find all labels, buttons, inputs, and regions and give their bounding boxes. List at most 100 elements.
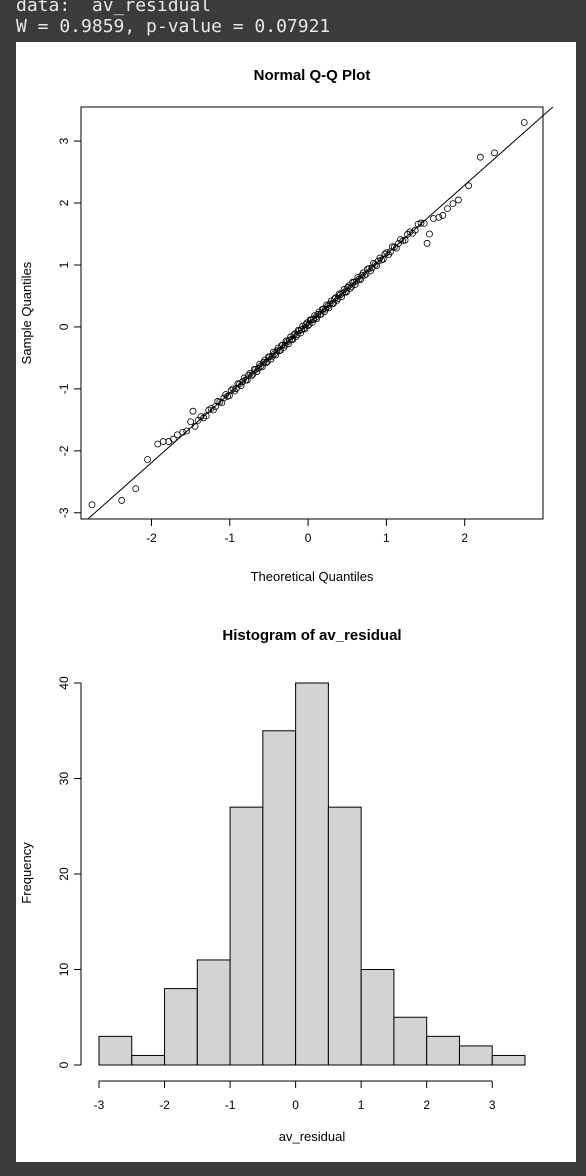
qq-point [343,288,350,296]
qq-point [245,371,253,379]
hist-y-tick-label: 30 [57,772,71,786]
hist-x-tick-label: -3 [94,1098,105,1112]
qq-point [491,149,498,157]
qq-point [362,270,370,278]
qq-point [392,244,400,252]
qq-point [183,427,191,435]
qq-point [331,295,339,303]
qq-y-tick-label: -3 [57,507,71,518]
qq-point [351,281,359,288]
qq-point [191,422,199,430]
qq-xlabel: Theoretical Quantiles [251,569,374,584]
hist-bar [458,1045,493,1066]
hist-x-tick-label: -2 [159,1098,170,1112]
qq-x-tick-label: 0 [305,531,312,545]
console-line-data: data: av_residual [16,0,212,16]
qq-y-tick-label: 2 [57,199,71,206]
qq-point [179,428,187,436]
qq-point [169,435,177,443]
hist-bar [327,806,362,1066]
qq-point [189,407,197,415]
qq-point [334,294,342,302]
qq-point [426,230,433,238]
qq-point [132,485,140,493]
qq-point [401,236,409,244]
qq-point [476,153,484,161]
hist-title: Histogram of av_residual [222,627,401,644]
qq-point [310,316,317,323]
qq-point [423,239,431,247]
qq-plot-box [80,106,544,520]
qq-point [297,329,304,337]
qq-point [520,119,528,126]
qq-point [298,326,305,334]
qq-point [333,296,341,304]
qq-point [346,284,354,292]
hist-x-tick-label: -1 [225,1098,236,1112]
qq-point [243,376,251,384]
qq-x-tick-label: 1 [383,531,390,545]
hist-bar [98,1035,133,1066]
qq-x-tick-label: -2 [146,531,157,545]
qq-point [337,291,344,299]
qq-point [207,405,215,412]
hist-bar [393,1016,428,1066]
console-line-stats: W = 0.9859, p-value = 0.07921 [16,16,331,37]
hist-bar [131,1054,166,1066]
qq-point [293,331,301,339]
qq-x-tick-label: 2 [461,531,468,545]
qq-point [258,363,266,371]
qq-point [383,249,391,257]
qq-point [365,265,373,273]
hist-bar [295,682,329,1066]
qq-point [118,497,126,504]
qq-point [154,440,162,448]
hist-bar [426,1035,460,1066]
qq-point [202,412,210,420]
qq-point [325,304,333,312]
qq-point [411,226,419,234]
qq-point [449,200,457,208]
qq-point [187,418,195,426]
qq-y-tick-label: 3 [57,137,71,144]
hist-bar [491,1054,526,1066]
hist-x-tick-label: 2 [423,1098,430,1112]
qq-point [220,394,228,402]
qq-y-tick-label: -1 [57,383,71,394]
hist-y-tick-label: 20 [57,867,71,881]
hist-x-tick-label: 0 [292,1098,299,1112]
hist-bar [196,959,231,1066]
qq-point [284,340,292,348]
qq-point [309,318,316,326]
qq-point [435,213,443,221]
qq-point [278,342,285,349]
qq-point [144,456,151,463]
qq-point [404,230,411,238]
qq-point [361,271,369,279]
hist-bar [360,969,395,1066]
hist-x-tick-label: 3 [489,1098,496,1112]
qq-y-tick-label: 0 [57,323,71,330]
qq-point [209,406,217,414]
qq-point [338,293,346,301]
qq-point [272,351,280,359]
qq-point [313,315,321,322]
qq-y-tick-label: 1 [57,261,71,268]
hist-bar [164,988,198,1066]
qq-point [173,431,181,439]
qq-point [237,382,245,390]
qq-point [357,276,364,284]
hist-y-tick-label: 10 [57,963,71,977]
qq-point [373,262,381,269]
qq-title: Normal Q-Q Plot [254,67,371,84]
qq-point [417,219,425,227]
qq-point [290,331,298,339]
qq-x-tick-label: -1 [224,531,235,545]
plot-panel: Normal Q-Q Plot Theoretical Quantiles Sa… [16,42,576,1162]
qq-ylabel: Sample Quantiles [19,261,34,364]
plots-svg: Normal Q-Q Plot Theoretical Quantiles Sa… [19,67,554,1144]
qq-point [229,385,237,393]
hist-x-tick-label: 1 [358,1098,365,1112]
qq-point [326,300,334,308]
qq-point [88,501,96,509]
